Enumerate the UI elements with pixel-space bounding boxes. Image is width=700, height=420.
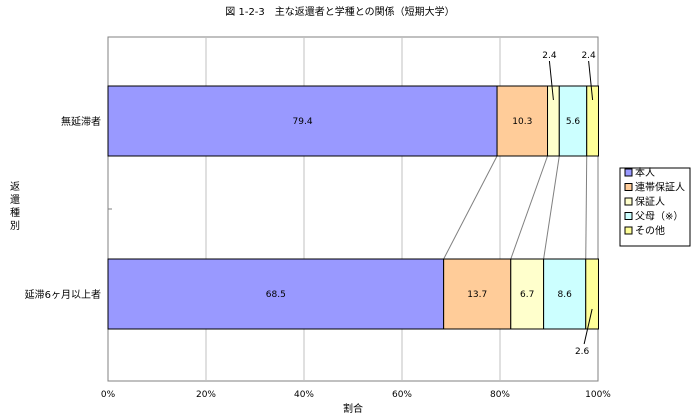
- series-connector-line: [510, 155, 549, 260]
- y-axis-label-char: 別: [10, 220, 20, 232]
- data-label: 68.5: [266, 290, 286, 300]
- data-label-leader-line: [588, 60, 594, 101]
- data-label: 6.7: [520, 290, 534, 300]
- x-tick-label: 80%: [490, 390, 510, 400]
- legend-swatch: [624, 168, 633, 177]
- data-label: 10.3: [512, 117, 532, 127]
- x-tick-label: 0%: [101, 390, 116, 400]
- legend-label: その他: [635, 224, 665, 237]
- series-connector-line: [543, 155, 560, 260]
- series-connector-line: [585, 155, 588, 260]
- data-label: 79.4: [293, 117, 313, 127]
- bar-segment: [586, 85, 599, 157]
- bar-segment: [585, 258, 599, 330]
- chart-title: 図 1-2-3 主な返還者と学種との関係（短期大学）: [225, 5, 454, 18]
- legend-swatch: [624, 183, 633, 191]
- x-tick-label: 100%: [585, 390, 611, 400]
- legend-swatch: [624, 197, 633, 206]
- series-connector-lines: [443, 155, 588, 260]
- x-tick-label: 60%: [392, 390, 412, 400]
- data-labels: 79.4 10.3 2.4 5.6 2.4 68.5 13.7 6.7 8.6 2.6: [266, 51, 596, 357]
- bar-segment: [510, 258, 545, 330]
- legend-label: 父母（※）: [635, 211, 683, 223]
- legend-label: 保証人: [635, 195, 665, 208]
- data-label-leader-line: [583, 308, 593, 345]
- data-label: 2.4: [542, 51, 557, 61]
- data-label-leader-line: [548, 60, 554, 101]
- data-label: 8.6: [558, 290, 573, 300]
- x-tick-label: 40%: [294, 390, 314, 400]
- y-axis-label-char: 種: [10, 206, 20, 219]
- data-label: 2.4: [581, 51, 596, 61]
- legend-swatch: [624, 226, 633, 235]
- category-label: 無延滞者: [61, 115, 101, 128]
- x-tick-labels: 0% 20% 40% 60% 80% 100%: [101, 390, 611, 400]
- x-tick-label: 20%: [196, 390, 216, 400]
- legend-swatch: [624, 212, 633, 220]
- legend-label: 本人: [635, 166, 655, 179]
- series-connector-line: [443, 155, 498, 260]
- bar-segment: [543, 258, 587, 330]
- data-label: 2.6: [575, 347, 590, 357]
- bar-segment: [107, 85, 498, 157]
- bar-segment: [558, 85, 588, 157]
- data-label: 13.7: [467, 290, 487, 300]
- data-label: 5.6: [566, 117, 581, 127]
- bar-segment: [443, 258, 512, 330]
- x-axis-label: 割合: [343, 402, 363, 415]
- bar-segment: [107, 258, 445, 330]
- bar-segment: [496, 85, 549, 157]
- y-axis-label-char: 返: [10, 181, 20, 193]
- legend-label: 連帯保証人: [635, 181, 685, 194]
- y-axis-label-char: 還: [10, 194, 20, 206]
- category-label: 延滞6ヶ月以上者: [25, 289, 101, 301]
- bars: [107, 85, 599, 330]
